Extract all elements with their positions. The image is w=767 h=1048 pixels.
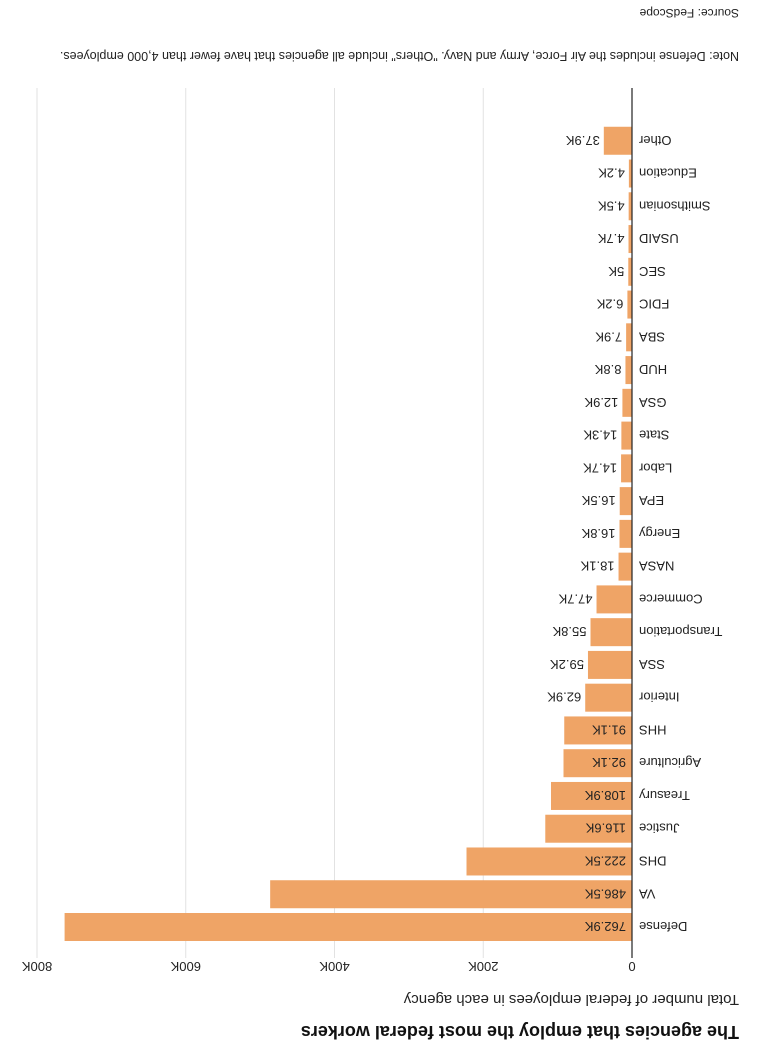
category-label: Labor [638,460,672,475]
value-label: 4.7K [597,231,624,246]
category-label: Justice [639,821,679,836]
value-label: 92.1K [592,755,626,770]
category-label: EPA [639,493,664,508]
value-label: 12.9K [584,395,618,410]
value-label: 108.9K [584,788,626,803]
category-label: GSA [639,395,667,410]
value-label: 4.2K [598,166,625,181]
value-label: 5K [608,264,624,279]
category-label: Defense [639,919,687,934]
value-label: 62.9K [547,690,581,705]
bar [621,421,632,450]
value-label: 16.5K [581,493,615,508]
bar [603,126,632,155]
value-label: 116.6K [585,821,626,836]
bar [587,650,632,679]
bar [551,781,632,810]
value-label: 8.8K [594,362,621,377]
category-label: Smithsonian [639,198,711,213]
bar [628,225,632,254]
value-label: 7.9K [595,329,622,344]
category-label: State [639,428,669,443]
value-label: 6.2K [596,297,623,312]
category-label: SSA [639,657,665,672]
bar [585,683,632,712]
bar [627,290,632,319]
bar [466,847,632,876]
value-label: 55.8K [552,624,586,639]
bar [563,749,632,778]
category-label: SEC [639,264,666,279]
category-label: Transportation [639,624,722,639]
bar [545,814,632,843]
value-label: 14.7K [583,460,617,475]
category-label: VA [639,886,656,901]
category-label: SBA [639,329,665,344]
bar [619,487,632,516]
value-label: 16.8K [581,526,615,541]
category-label: FDIC [639,297,669,312]
bar [590,618,632,647]
category-label: Agriculture [639,755,701,770]
bar [628,159,632,188]
value-label: 222.5K [584,853,626,868]
value-label: 14.3K [583,428,617,443]
bar [628,192,632,221]
bar [596,585,632,614]
category-label: Other [638,133,671,148]
bar [64,913,632,941]
bar [619,519,632,548]
bar [625,356,632,385]
bar [618,552,632,581]
category-label: HUD [639,362,667,377]
bar [628,257,632,286]
value-label: 4.5K [598,198,625,213]
value-label: 91.1K [592,722,626,737]
value-label: 37.9K [566,133,600,148]
category-label: USAID [639,231,679,246]
chart-note: Note: Defense includes the Air Force, Ar… [59,49,739,63]
value-label: 762.9K [584,919,626,934]
category-label: Education [639,166,697,181]
bar [564,716,632,745]
category-label: Commerce [639,591,703,606]
category-label: Energy [639,526,681,541]
bar [622,388,632,417]
category-label: Interior [638,690,679,705]
category-label: DHS [639,853,667,868]
chart-source: Source: FedScope [639,6,739,20]
value-label: 59.2K [550,657,584,672]
bar [270,880,632,909]
category-label: Treasury [639,788,690,803]
category-label: NASA [639,559,675,574]
category-label: HHS [639,722,667,737]
bar [626,323,632,352]
value-label: 18.1K [580,559,614,574]
bar [621,454,632,483]
value-label: 486.5K [584,886,626,901]
value-label: 47.7K [558,591,592,606]
